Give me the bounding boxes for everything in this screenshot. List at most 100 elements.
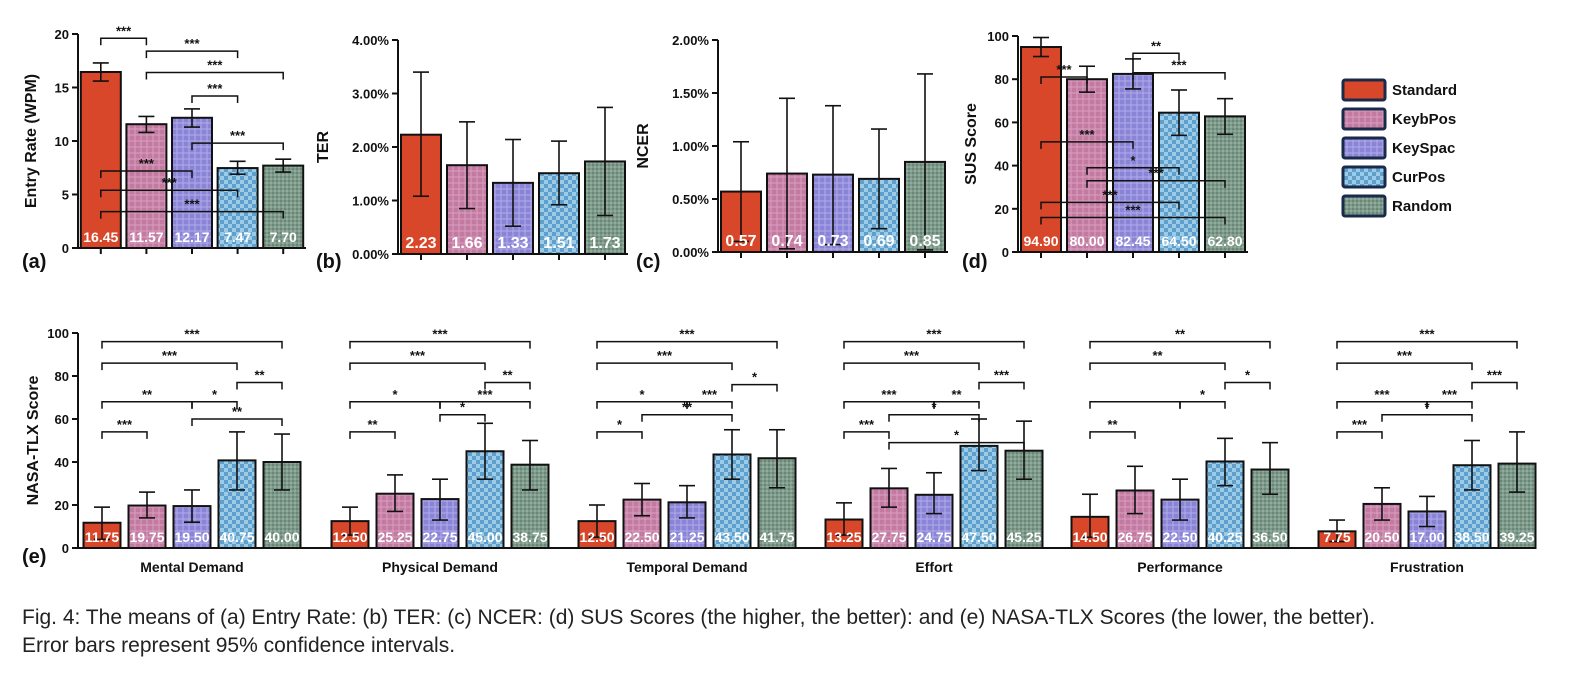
caption-line-2: Error bars represent 95% confidence inte… [22, 634, 456, 657]
panel-e-sig-bracket [843, 340, 1025, 349]
panel-d-ytick-label: 20 [995, 202, 1009, 217]
panel-e-sig-label: *** [994, 367, 1010, 382]
panel-c-value-label: 0.69 [863, 233, 894, 250]
panel-e-sig-label: ** [502, 367, 513, 382]
panel-d-value-label: 62.80 [1207, 233, 1242, 249]
panel-e-sig-label: * [617, 417, 623, 432]
panel-e-value-label: 24.75 [916, 529, 951, 545]
panel-d-sig-label: *** [1125, 202, 1141, 217]
panel-e-value-label: 19.75 [129, 529, 164, 545]
panel-e-sig-bracket [596, 431, 643, 439]
panel-e-ytick-label: 60 [55, 412, 69, 427]
panel-a-sig-bracket [100, 210, 284, 219]
panel-e-sig-bracket [101, 431, 148, 439]
panel-e-sig-bracket [686, 401, 733, 409]
panel-e-sig-bracket [349, 362, 486, 371]
panel-e-value-label: 40.25 [1207, 529, 1242, 545]
panel-e-sig-label: *** [702, 387, 718, 402]
panel-a-sig-bracket [145, 50, 239, 59]
panel-a-ytick-label: 0 [62, 241, 69, 256]
panel-e-sig-label: *** [1442, 387, 1458, 402]
panel-e-sig-label: *** [926, 327, 942, 342]
panel-e-sig-bracket [1089, 340, 1271, 349]
panel-d-ytick-label: 60 [995, 115, 1009, 130]
panel-e-value-label: 38.75 [512, 529, 547, 545]
panel-e-value-label: 36.50 [1252, 529, 1287, 545]
panel-d-bar-keyspac [1112, 72, 1154, 253]
panel-a-ytick-label: 20 [55, 27, 69, 42]
panel-e-sig-label: *** [679, 327, 695, 342]
panel-e-sig-label: * [1245, 367, 1251, 382]
panel-d-value-label: 80.00 [1069, 233, 1104, 249]
panel-e-sig-label: ** [951, 387, 962, 402]
panel-e-sig-bracket [641, 413, 733, 422]
panel-e-sig-bracket [349, 431, 396, 439]
panel-c: 0.00% 0.50% 1.00% 1.50% 2.00% 0.57 0.74 0.73 0.6… [635, 33, 948, 273]
legend-label-standard: Standard [1392, 82, 1457, 99]
panel-e-sig-bracket [843, 362, 980, 371]
panel-c-ytick-label: 2.00% [672, 33, 709, 48]
panel-b-ytick-label: 0.00% [352, 247, 389, 262]
panel-e-sig-label: *** [1419, 327, 1435, 342]
panel-a-sig-label: *** [184, 36, 200, 51]
panel-e-group: 7.75 20.50 17.00 38.50 39.25************ ****… [1317, 327, 1537, 575]
panel-a: 0 5 10 15 20 16.45 11.57 12.17 7.47 7.70 *** *** ***… [22, 23, 306, 273]
panel-a-sig-bracket [100, 189, 239, 198]
panel-e-sig-label: * [1424, 400, 1430, 415]
legend-swatch-keybpos [1341, 107, 1387, 131]
legend-label-random: Random [1392, 198, 1452, 215]
panel-b-value-label: 1.33 [497, 235, 528, 252]
panel-e-ytick-label: 100 [47, 326, 69, 341]
panel-d-sig-label: ** [1151, 38, 1162, 53]
panel-e-category-label: Physical Demand [382, 559, 498, 575]
panel-d-bar-keybpos [1066, 78, 1108, 253]
panel-e-ytick-label: 20 [55, 498, 69, 513]
panel-d-sig-bracket [1132, 52, 1180, 61]
panel-e-sig-label: * [460, 400, 466, 415]
panel-e-category-label: Temporal Demand [626, 559, 747, 575]
panel-e-value-label: 12.50 [579, 529, 614, 545]
panel-e-sig-label: ** [254, 367, 265, 382]
panel-c-ylabel: NCER [635, 123, 652, 169]
panel-e-sig-label: *** [162, 348, 178, 363]
panel-letter: (e) [22, 546, 46, 568]
panel-b-ytick-label: 4.00% [352, 33, 389, 48]
panel-e-sig-bracket [1179, 401, 1226, 409]
legend: Standard KeybPos KeySpac CurPos Random [1341, 78, 1457, 218]
panel-a-value-label: 11.57 [129, 229, 163, 245]
panel-d-ytick-label: 40 [995, 159, 1009, 174]
panel-a-sig-label: *** [139, 156, 155, 171]
panel-e-ytick-label: 40 [55, 455, 69, 470]
panel-b-value-label: 1.73 [589, 235, 620, 252]
panel-e-sig-bracket [731, 383, 778, 392]
panel-a-bar-standard [79, 70, 122, 249]
panel-d-value-label: 94.90 [1023, 233, 1058, 249]
panel-d-sig-label: *** [1056, 62, 1072, 77]
panel-e-sig-label: *** [859, 417, 875, 432]
figure-caption: Fig. 4: The means of (a) Entry Rate: (b)… [22, 604, 1572, 660]
legend-swatch-standard [1341, 78, 1387, 102]
panel-d-sig-bracket [1040, 76, 1088, 85]
panel-e-sig-bracket [933, 401, 980, 409]
panel-e-sig-bracket [1471, 381, 1518, 390]
panel-e-sig-bracket [1224, 381, 1271, 390]
panel-e-sig-label: ** [142, 387, 153, 402]
panel-e-sig-label: ** [367, 417, 378, 432]
panel-a-sig-bracket [100, 170, 193, 178]
legend-swatch-keyspac [1341, 136, 1387, 160]
legend-label-keybpos: KeybPos [1392, 111, 1456, 128]
panel-e-sig-bracket [888, 413, 980, 422]
panel-c-value-label: 0.74 [771, 233, 802, 250]
panel-e-sig-bracket [101, 362, 238, 371]
panel-e-group: 12.50 25.25 22.75 45.00 38.75********* ******… [330, 327, 550, 575]
panel-e-value-label: 45.25 [1006, 529, 1041, 545]
panel-e-value-label: 7.75 [1323, 529, 1350, 545]
panel-a-ylabel: Entry Rate (WPM) [23, 74, 40, 208]
panel-e-sig-bracket [843, 431, 890, 439]
panel-letter: (c) [636, 251, 660, 273]
panel-e-category-label: Frustration [1390, 559, 1464, 575]
panel-e-sig-bracket [978, 381, 1025, 390]
panel-e-value-label: 25.25 [377, 529, 412, 545]
panel-e-ylabel: NASA-TLX Score [25, 376, 42, 506]
panel-e-value-label: 38.50 [1454, 529, 1489, 545]
